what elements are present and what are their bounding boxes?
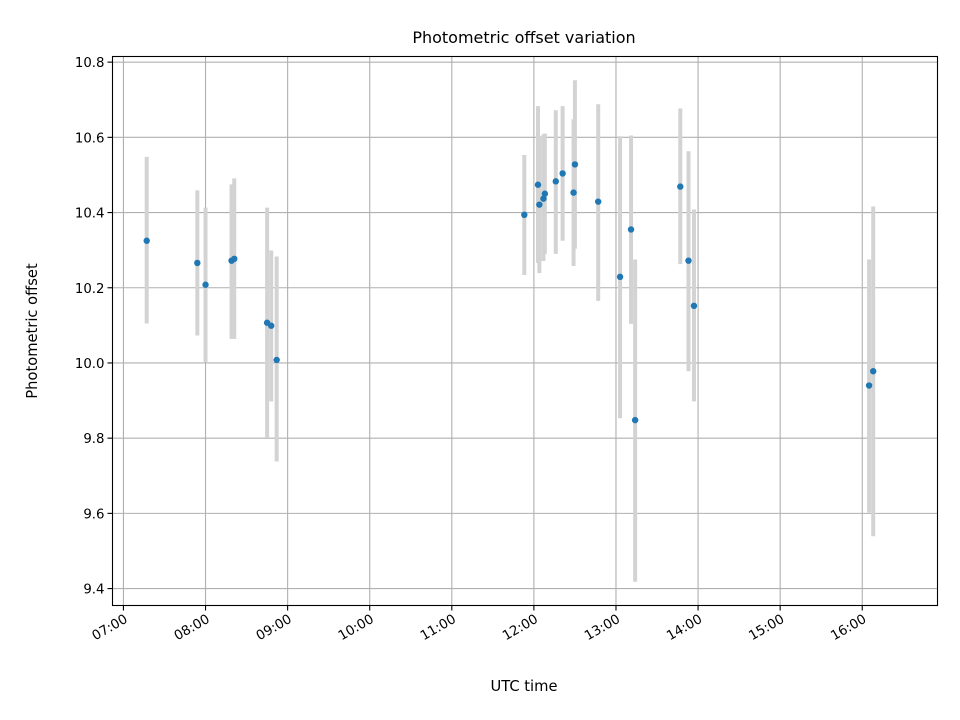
data-point <box>627 226 635 233</box>
data-point <box>571 161 579 168</box>
data-point <box>631 416 639 424</box>
y-tick-label: 10.0 <box>75 357 105 372</box>
x-tick-label: 07:00 <box>90 612 131 644</box>
y-tick-label: 9.4 <box>83 583 104 598</box>
y-tick-label: 10.8 <box>75 56 105 71</box>
chart-title: Photometric offset variation <box>412 28 635 47</box>
plot-frame <box>111 55 939 607</box>
y-tick-label: 9.8 <box>83 432 104 447</box>
x-tick-label: 12:00 <box>500 612 541 644</box>
data-point <box>202 281 209 288</box>
error-bars <box>144 80 876 582</box>
data-point <box>273 356 280 364</box>
y-axis-label: Photometric offset <box>24 263 41 399</box>
data-point <box>521 211 528 219</box>
data-point <box>677 183 684 190</box>
x-tick-label: 11:00 <box>418 612 459 644</box>
data-point <box>869 368 877 375</box>
x-tick-label: 15:00 <box>746 612 787 644</box>
x-axis-label: UTC time <box>491 678 558 695</box>
x-tick-label: 13:00 <box>582 612 623 644</box>
data-point <box>194 259 201 267</box>
data-point <box>594 198 602 205</box>
grid <box>112 56 938 606</box>
data-points <box>143 161 877 424</box>
data-point <box>534 181 542 188</box>
x-tick-label: 08:00 <box>172 612 213 644</box>
y-tick-label: 10.6 <box>75 131 105 146</box>
x-tick-label: 14:00 <box>664 612 705 644</box>
y-tick-label: 9.6 <box>83 507 104 522</box>
data-point <box>541 190 549 197</box>
y-axis: 9.4 9.6 9.8 10.0 10.2 10.4 10.6 10.8 <box>75 56 113 598</box>
data-point <box>231 255 238 263</box>
x-tick-label: 09:00 <box>254 612 295 644</box>
x-tick-label: 10:00 <box>336 612 377 644</box>
y-tick-label: 10.4 <box>75 207 105 222</box>
y-tick-label: 10.2 <box>75 282 105 297</box>
data-point <box>690 302 698 310</box>
data-point <box>540 195 547 202</box>
x-axis: 07:00 08:00 09:00 10:00 11:00 12:00 13:00 14:00… <box>90 605 870 644</box>
data-point <box>536 201 543 208</box>
data-point <box>268 322 275 329</box>
data-point <box>570 189 577 196</box>
data-point <box>865 382 873 389</box>
data-point <box>559 170 566 177</box>
data-point <box>685 257 692 264</box>
x-tick-label: 16:00 <box>829 612 870 644</box>
data-point <box>552 178 559 185</box>
data-point <box>616 273 624 281</box>
data-point <box>143 237 150 244</box>
